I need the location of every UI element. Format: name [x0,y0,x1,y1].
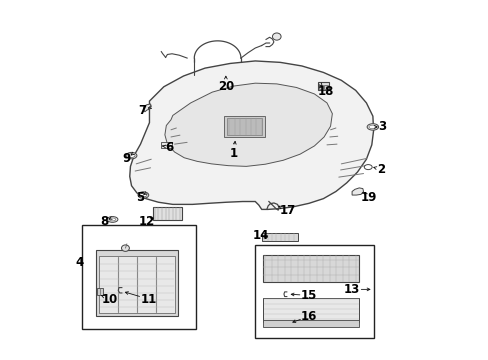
Bar [263,298,359,321]
Polygon shape [351,188,363,195]
Text: 12: 12 [139,215,155,228]
Text: 8: 8 [100,215,108,228]
Polygon shape [129,61,373,210]
Text: 5: 5 [136,191,144,204]
Ellipse shape [138,192,148,198]
Text: 16: 16 [300,310,317,323]
Text: 18: 18 [317,85,334,98]
Bar [263,255,359,282]
Text: 10: 10 [102,293,118,306]
Ellipse shape [368,125,376,129]
Bar [153,207,182,220]
Text: 13: 13 [343,283,360,296]
Text: 1: 1 [229,147,237,159]
Bar [255,244,373,338]
Text: 3: 3 [378,121,386,134]
Text: 14: 14 [252,229,268,242]
Text: 2: 2 [376,163,384,176]
Ellipse shape [126,152,137,159]
Ellipse shape [107,217,118,222]
Text: 11: 11 [140,293,156,306]
Text: 4: 4 [75,256,83,269]
Text: 6: 6 [165,140,173,153]
Bar [97,288,103,296]
Ellipse shape [128,154,135,157]
Bar [319,85,323,89]
Text: 20: 20 [217,80,233,93]
Text: 15: 15 [300,289,317,302]
Polygon shape [164,83,332,166]
Text: 17: 17 [279,204,295,217]
Bar [161,142,172,148]
Text: 7: 7 [138,104,146,117]
Ellipse shape [109,218,116,221]
Bar [263,320,359,327]
Ellipse shape [121,245,129,251]
Bar [324,85,327,89]
Ellipse shape [140,193,147,197]
Bar [223,116,265,137]
Ellipse shape [364,165,371,170]
Text: 19: 19 [360,191,377,204]
Bar [82,225,196,329]
Ellipse shape [272,33,281,40]
Bar [99,256,174,313]
Bar [96,250,178,316]
Bar [317,82,328,90]
Polygon shape [143,104,151,112]
Text: 9: 9 [122,152,131,165]
Bar [261,233,297,241]
Ellipse shape [366,124,378,130]
Bar [226,118,262,135]
